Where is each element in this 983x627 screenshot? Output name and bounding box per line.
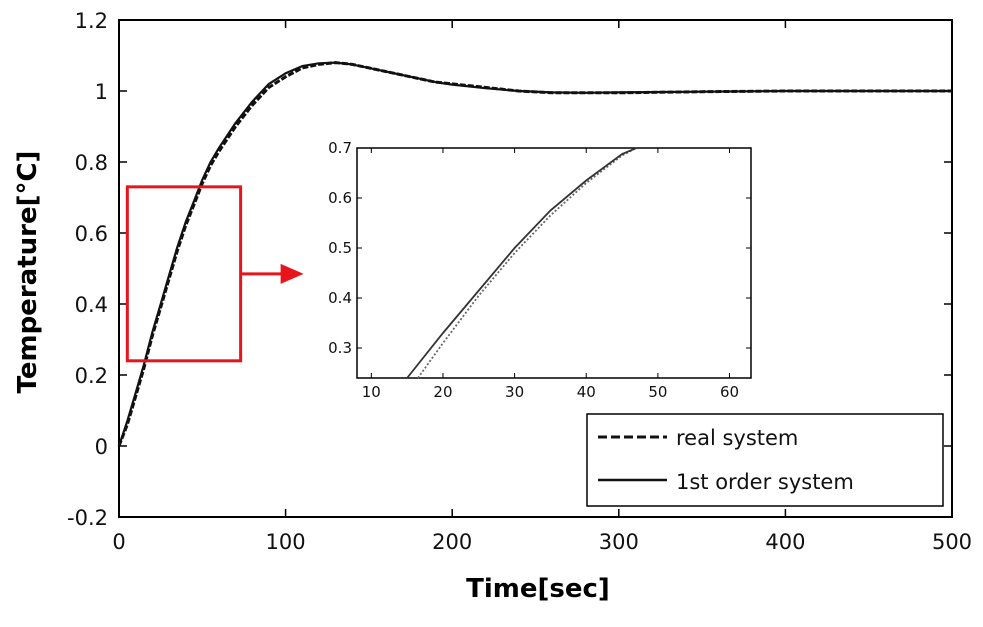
x-tick-label: 400 bbox=[765, 530, 805, 554]
x-tick-label: 100 bbox=[266, 530, 306, 554]
y-axis-label: Temperature[°C] bbox=[13, 151, 43, 394]
y-tick-label: 0.2 bbox=[75, 364, 108, 388]
series-line-first-order-system bbox=[117, 61, 952, 447]
inset-x-tick-label: 10 bbox=[362, 383, 381, 401]
inset-x-tick-label: 20 bbox=[433, 383, 452, 401]
inset-y-tick-label: 0.5 bbox=[328, 239, 352, 257]
x-tick-label: 300 bbox=[599, 530, 639, 554]
zoom-arrow-head bbox=[280, 263, 304, 284]
legend-label-real: real system bbox=[676, 426, 798, 450]
main-ticks: 0 100 200 300 400 500-0.200.20.40.60.811.2 bbox=[67, 9, 972, 554]
y-tick-label: -0.2 bbox=[67, 506, 108, 530]
inset-axes-frame bbox=[356, 147, 752, 379]
inset-x-tick-label: 30 bbox=[505, 383, 524, 401]
main-series bbox=[117, 61, 952, 447]
x-tick-label: 500 bbox=[932, 530, 972, 554]
inset-x-tick-label: 40 bbox=[577, 383, 596, 401]
inset-series-line-first-order-system bbox=[406, 147, 637, 379]
y-tick-label: 0.4 bbox=[75, 293, 108, 317]
inset-series-line-real-system bbox=[417, 147, 637, 379]
inset-series bbox=[406, 147, 637, 379]
inset-x-tick-label: 60 bbox=[720, 383, 739, 401]
x-tick-label: 0 bbox=[112, 530, 125, 554]
y-tick-label: 0 bbox=[95, 435, 108, 459]
y-tick-label: 0.8 bbox=[75, 151, 108, 175]
x-axis-label: Time[sec] bbox=[466, 574, 610, 604]
legend: real system 1st order system bbox=[586, 413, 944, 507]
inset-y-tick-label: 0.6 bbox=[328, 189, 352, 207]
inset-y-tick-label: 0.3 bbox=[328, 339, 352, 357]
inset-y-tick-label: 0.4 bbox=[328, 289, 352, 307]
y-tick-label: 1 bbox=[95, 80, 108, 104]
legend-label-first-order: 1st order system bbox=[676, 470, 854, 494]
y-tick-label: 1.2 bbox=[75, 9, 108, 33]
legend-box bbox=[586, 413, 944, 507]
x-tick-label: 200 bbox=[432, 530, 472, 554]
y-tick-label: 0.6 bbox=[75, 222, 108, 246]
inset-y-tick-label: 0.7 bbox=[328, 139, 352, 157]
inset-ticks: 10 20 30 40 50 60 0.3 0.4 0.5 0.6 0.7 bbox=[328, 139, 751, 401]
inset-x-tick-label: 50 bbox=[648, 383, 667, 401]
